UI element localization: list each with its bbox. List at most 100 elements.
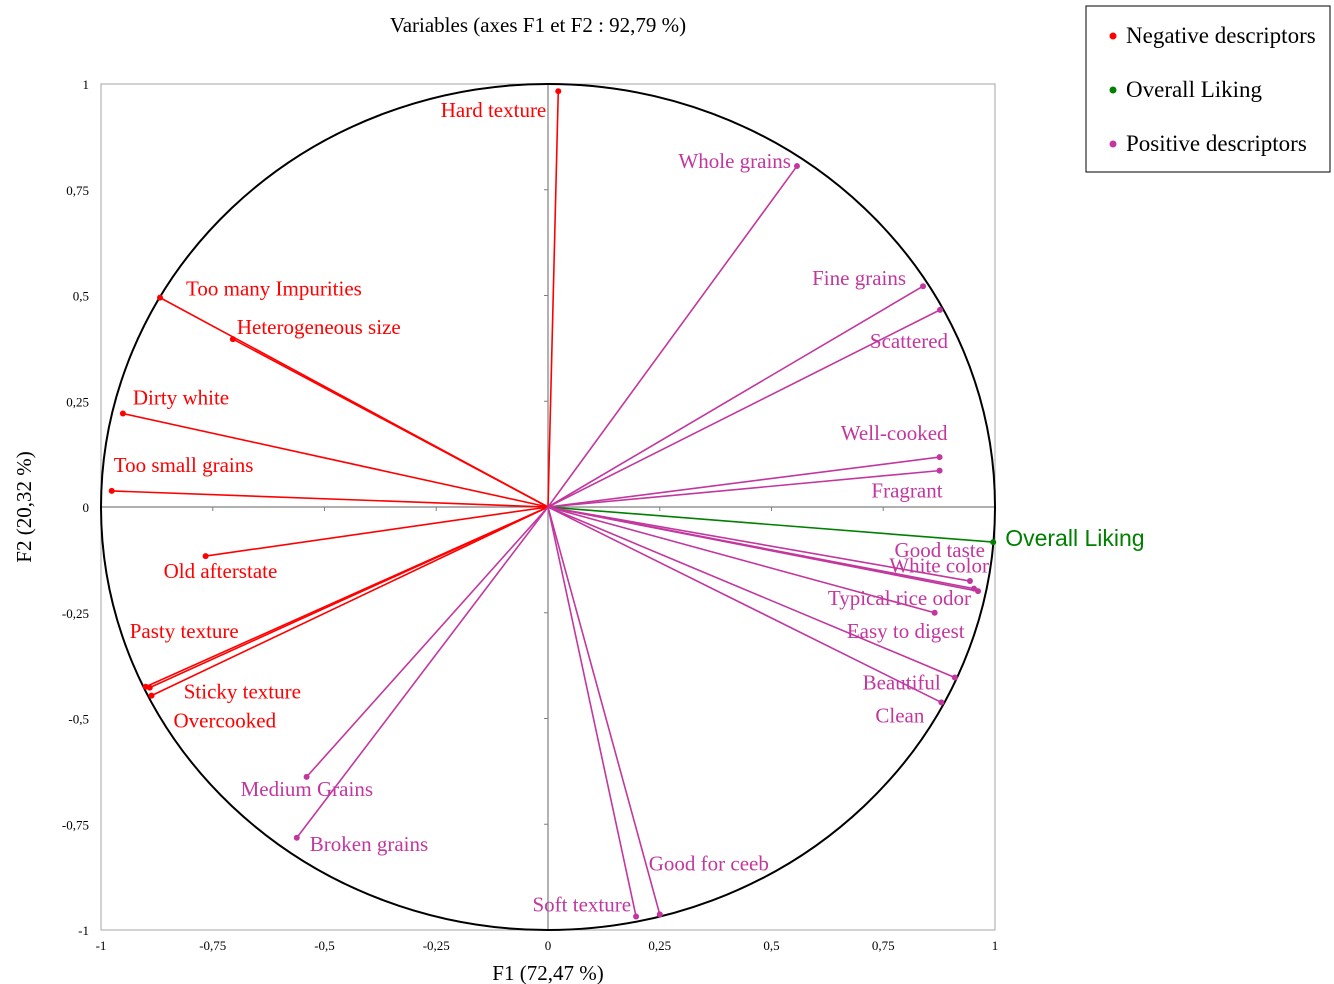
vector-well-cooked <box>547 456 940 508</box>
label-good-taste: Good taste <box>895 538 985 562</box>
vector-broken-grains <box>296 506 549 839</box>
unit-circle-layer <box>100 83 996 931</box>
variable-labels: Hard texture Too many Impurities Heterogen… <box>114 98 1145 916</box>
vector-scattered <box>547 309 941 508</box>
point-fine-grains <box>920 283 927 290</box>
point-well-cooked <box>936 454 943 461</box>
chart-title: Variables (axes F1 et F2 : 92,79 %) <box>390 13 686 37</box>
x-tick-label: 0,25 <box>648 938 671 953</box>
vector-soft-texture <box>547 506 637 917</box>
point-heterogeneous-size <box>229 336 236 343</box>
label-sticky-texture: Sticky texture <box>184 680 301 704</box>
x-tick-label: 0 <box>545 938 552 953</box>
vector-medium-grains <box>306 506 549 778</box>
axis-ticks: -1 -0,75 -0,5 -0,25 0 0,25 0,5 0,75 1 -1 -0,75 -0,5… <box>62 77 998 953</box>
vector-hard-texture <box>547 91 560 508</box>
point-scattered <box>937 306 944 313</box>
point-good-for-ceeb <box>656 911 663 918</box>
point-overcooked <box>148 692 155 699</box>
label-dirty-white: Dirty white <box>133 386 229 410</box>
y-axis-label: F2 (20,32 %) <box>12 451 36 562</box>
vector-heterogeneous-size <box>232 338 549 508</box>
vector-old-afterstate <box>205 506 549 557</box>
label-clean: Clean <box>875 703 924 727</box>
legend-label-negative-descriptors: Negative descriptors <box>1126 23 1316 48</box>
x-axis-label: F1 (72,47 %) <box>492 961 603 984</box>
point-good-taste <box>966 578 973 585</box>
vector-dirty-white <box>122 412 549 508</box>
y-tick-label: 1 <box>83 77 90 92</box>
y-tick-label: 0 <box>83 500 90 515</box>
point-medium-grains <box>303 773 310 780</box>
legend-box <box>1085 5 1331 173</box>
y-tick-label: -0,75 <box>62 817 89 832</box>
x-tick-label: 0,5 <box>763 938 779 953</box>
vector-sticky-texture <box>149 506 549 689</box>
vector-fine-grains <box>547 285 924 508</box>
label-scattered: Scattered <box>870 329 949 353</box>
legend: Negative descriptors Overall Liking Positi… <box>1085 5 1331 173</box>
label-too-many-impurities: Too many Impurities <box>186 277 362 301</box>
vector-clean <box>547 506 942 704</box>
label-fragrant: Fragrant <box>871 479 942 503</box>
label-whole-grains: Whole grains <box>678 149 791 173</box>
point-whole-grains <box>793 163 800 170</box>
vector-overcooked <box>151 506 549 697</box>
point-old-afterstate <box>202 553 209 560</box>
y-tick-label: -0,25 <box>62 606 89 621</box>
legend-marker-overall-liking <box>1109 86 1117 94</box>
y-tick-label: -0,5 <box>68 712 89 727</box>
vector-good-taste <box>547 506 971 582</box>
x-tick-label: 1 <box>992 938 999 953</box>
x-tick-label: -0,25 <box>423 938 450 953</box>
variable-vectors <box>108 88 997 920</box>
point-soft-texture <box>633 913 640 920</box>
y-tick-label: -1 <box>78 923 89 938</box>
label-fine-grains: Fine grains <box>812 266 906 290</box>
vector-easy-to-digest <box>547 506 935 614</box>
label-too-small-grains: Too small grains <box>114 453 254 477</box>
label-soft-texture: Soft texture <box>532 892 631 916</box>
y-tick-label: 0,5 <box>73 289 89 304</box>
x-tick-label: -0,5 <box>314 938 335 953</box>
vector-too-small-grains <box>111 490 549 508</box>
legend-marker-negative-descriptors <box>1109 32 1117 40</box>
vector-fragrant <box>547 469 940 508</box>
point-too-many-impurities <box>157 294 164 301</box>
y-tick-label: 0,75 <box>66 183 89 198</box>
unit-circle <box>100 83 996 931</box>
label-broken-grains: Broken grains <box>310 832 428 856</box>
label-pasty-texture: Pasty texture <box>130 619 239 643</box>
point-sticky-texture <box>146 684 153 691</box>
label-overall-liking: Overall Liking <box>1005 525 1144 551</box>
label-beautiful: Beautiful <box>863 670 941 694</box>
legend-items: Negative descriptors Overall Liking Positi… <box>1109 23 1316 156</box>
x-tick-label: -0,75 <box>199 938 226 953</box>
point-easy-to-digest <box>931 609 938 616</box>
label-easy-to-digest: Easy to digest <box>847 619 965 643</box>
point-fragrant <box>936 467 943 474</box>
label-typical-rice-odor: Typical rice odor <box>828 586 971 610</box>
point-too-small-grains <box>108 487 115 494</box>
label-heterogeneous-size: Heterogeneous size <box>237 315 401 339</box>
point-dirty-white <box>119 410 126 417</box>
point-typical-rice-odor <box>975 588 982 595</box>
vector-overall-liking <box>547 506 994 543</box>
vector-typical-rice-odor <box>547 506 979 592</box>
vector-whole-grains <box>547 165 798 508</box>
point-overall-liking <box>990 539 997 546</box>
point-broken-grains <box>293 834 300 841</box>
y-tick-label: 0,25 <box>66 394 89 409</box>
x-tick-label: -1 <box>96 938 107 953</box>
vector-good-for-ceeb <box>547 506 661 915</box>
label-overcooked: Overcooked <box>174 709 277 733</box>
point-beautiful <box>951 674 958 681</box>
label-old-afterstate: Old afterstate <box>164 559 278 583</box>
label-good-for-ceeb: Good for ceeb <box>649 851 769 875</box>
label-white-color: White color <box>889 554 989 578</box>
point-hard-texture <box>555 88 562 95</box>
label-hard-texture: Hard texture <box>441 98 547 122</box>
point-clean <box>938 699 945 706</box>
vector-beautiful <box>547 506 956 679</box>
